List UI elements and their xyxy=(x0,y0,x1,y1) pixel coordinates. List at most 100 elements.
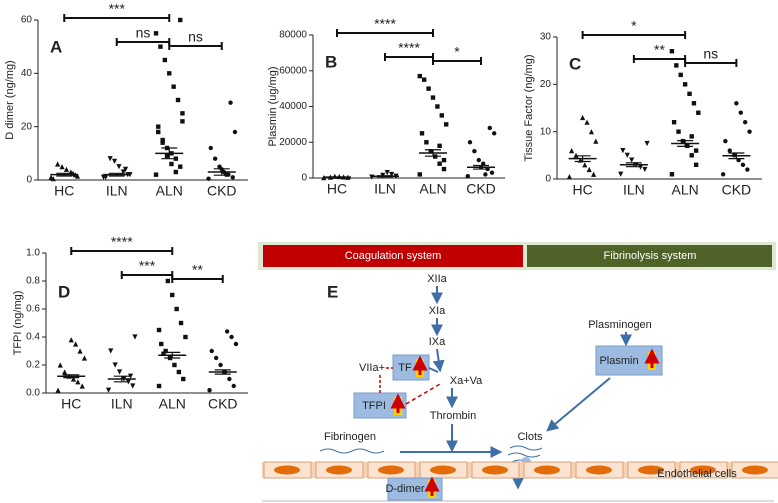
y-tick-label: 20 xyxy=(540,79,552,90)
point xyxy=(160,137,165,143)
y-tick-label: 40 xyxy=(21,68,33,79)
arrow xyxy=(546,377,611,432)
inhibit xyxy=(405,383,441,405)
point xyxy=(107,156,113,162)
point xyxy=(112,362,118,368)
point xyxy=(111,158,118,164)
error-bar xyxy=(473,164,489,170)
point xyxy=(734,101,739,106)
sig-label: * xyxy=(631,18,637,34)
sig-bracket xyxy=(336,29,434,37)
nucleus xyxy=(742,465,768,475)
point xyxy=(644,140,650,147)
point xyxy=(116,164,122,170)
y-tick-label: 1.0 xyxy=(26,248,40,259)
y-tick-label: 0.4 xyxy=(26,332,40,343)
point xyxy=(691,101,697,106)
point xyxy=(171,84,176,89)
node: Plasminogen xyxy=(588,319,652,331)
x-tick-label: ILN xyxy=(623,182,645,198)
y-tick-label: 0.2 xyxy=(26,360,40,371)
node: Xa+Va xyxy=(450,375,483,387)
error-bar xyxy=(213,168,230,176)
error-bar xyxy=(161,147,178,160)
y-tick-label: 0 xyxy=(545,174,551,185)
y-tick-label: 0 xyxy=(301,173,307,184)
point xyxy=(487,125,492,131)
point xyxy=(439,113,444,118)
point xyxy=(441,157,447,163)
point xyxy=(740,162,746,167)
y-tick-label: 60000 xyxy=(279,65,307,76)
point xyxy=(689,153,694,158)
error-bar xyxy=(574,155,591,163)
y-tick-label: 0.6 xyxy=(26,304,40,315)
point xyxy=(569,148,575,154)
x-tick-label: CKD xyxy=(466,181,496,197)
chart: 0 20 40 60 D dimer (ng/mg) A HC ILN ALN CKD *** ns n… xyxy=(4,1,248,199)
fibrin-wave xyxy=(319,448,385,454)
diagram: Coagulation system Fibrinolysis system E… xyxy=(258,242,778,502)
y-axis-label: TFPI (ng/mg) xyxy=(12,291,24,356)
point xyxy=(492,131,497,136)
node: Thrombin xyxy=(430,410,476,422)
point xyxy=(422,77,427,82)
error-bar xyxy=(425,149,441,157)
x-tick-label: CKD xyxy=(207,183,237,199)
sig-label: **** xyxy=(398,40,420,56)
x-tick-label: HC xyxy=(61,396,81,412)
sig-label: ns xyxy=(136,25,151,41)
point xyxy=(687,91,692,96)
nucleus xyxy=(534,465,560,475)
x-tick-label: HC xyxy=(54,183,74,199)
sig-label: *** xyxy=(139,258,156,274)
point xyxy=(428,148,433,154)
point xyxy=(120,169,126,175)
fibr-banner xyxy=(527,245,772,267)
point xyxy=(180,119,185,124)
sig-label: ns xyxy=(703,46,718,62)
nucleus xyxy=(482,465,508,475)
point xyxy=(417,73,422,79)
x-tick-label: CKD xyxy=(722,182,752,198)
sig-label: **** xyxy=(374,16,396,32)
point xyxy=(693,162,699,167)
x-tick-label: ALN xyxy=(159,396,186,412)
point xyxy=(68,337,74,343)
error-bar xyxy=(728,152,745,160)
point xyxy=(165,278,171,284)
fibr-label: Fibrinolysis system xyxy=(604,250,697,262)
point xyxy=(127,373,134,379)
error-bar xyxy=(108,172,125,177)
point xyxy=(156,129,161,135)
panel-letter: C xyxy=(569,54,581,73)
point xyxy=(232,129,238,135)
sig-label: **** xyxy=(111,234,133,250)
nucleus xyxy=(690,465,716,475)
sig-bracket xyxy=(684,59,738,67)
point xyxy=(689,134,694,139)
point xyxy=(178,17,183,23)
point xyxy=(584,119,590,125)
arrow xyxy=(428,367,439,373)
point xyxy=(59,164,65,170)
y-tick-label: 20000 xyxy=(279,137,307,148)
point xyxy=(81,355,88,361)
point xyxy=(50,176,56,182)
point xyxy=(483,172,488,177)
point xyxy=(674,63,679,68)
arrow xyxy=(432,348,445,373)
point xyxy=(161,351,166,356)
point xyxy=(444,122,449,127)
nucleus xyxy=(378,465,404,475)
node: Endothelial cells xyxy=(657,468,737,480)
point xyxy=(153,31,159,36)
point xyxy=(620,148,626,154)
point xyxy=(75,379,81,385)
node: Fibrinogen xyxy=(324,431,376,443)
point xyxy=(55,387,61,393)
y-tick-label: 40000 xyxy=(279,101,307,112)
point xyxy=(669,172,675,177)
sig-bracket xyxy=(171,275,224,283)
x-tick-label: ILN xyxy=(374,181,396,197)
